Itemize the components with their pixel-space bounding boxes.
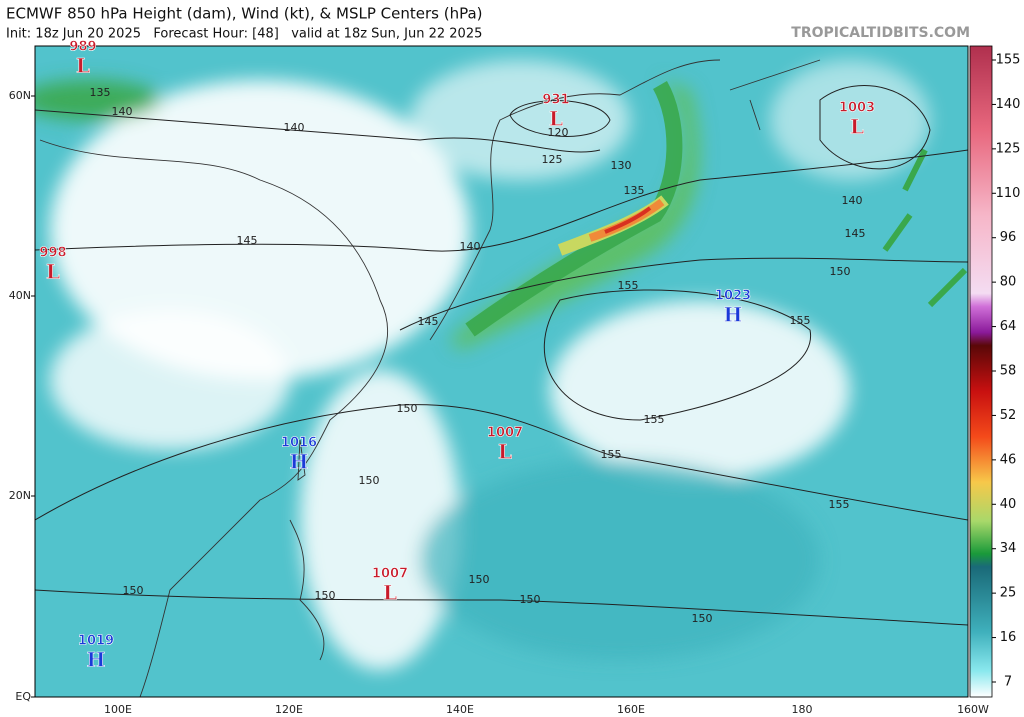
map — [35, 46, 968, 697]
title: ECMWF 850 hPa Height (dam), Wind (kt), &… — [6, 5, 483, 23]
center-value: 931 — [542, 93, 569, 108]
colorbar-label: 58 — [1000, 364, 1017, 379]
center-value: 1007 — [487, 426, 523, 441]
lon-label: 120E — [275, 703, 303, 716]
contour-label: 140 — [460, 240, 481, 253]
colorbar-label: 125 — [996, 141, 1021, 156]
colorbar-label: 155 — [996, 53, 1021, 68]
contour-label: 145 — [845, 227, 866, 240]
contour-label: 130 — [611, 159, 632, 172]
colorbar-label: 40 — [1000, 497, 1017, 512]
colorbar-label: 46 — [1000, 452, 1017, 467]
contour-label: 155 — [618, 279, 639, 292]
contour-label: 140 — [284, 121, 305, 134]
center-type: L — [46, 260, 60, 284]
center-value: 998 — [39, 246, 66, 261]
contour-label: 150 — [397, 402, 418, 415]
lat-label: 40N — [9, 289, 31, 302]
center-type: H — [724, 303, 743, 327]
colorbar-label: 140 — [996, 97, 1021, 112]
subtitle: Init: 18z Jun 20 2025 Forecast Hour: [48… — [6, 27, 482, 42]
lon-label: 100E — [104, 703, 132, 716]
contour-label: 150 — [123, 584, 144, 597]
colorbar — [969, 45, 993, 698]
wind-streak — [882, 148, 968, 308]
center-type: L — [76, 54, 90, 78]
center-type: L — [383, 581, 397, 605]
contour-label: 120 — [548, 126, 569, 139]
lon-label: 160E — [617, 703, 645, 716]
colorbar-label: 96 — [1000, 230, 1017, 245]
center-type: H — [87, 648, 106, 672]
lat-label: 20N — [9, 489, 31, 502]
center-type: L — [850, 115, 864, 139]
center-value: 989 — [69, 40, 96, 55]
lat-label: EQ — [15, 690, 31, 703]
lon-label: 160W — [957, 703, 989, 716]
contour-label: 150 — [359, 474, 380, 487]
center-value: 1016 — [281, 436, 317, 451]
contour-label: 150 — [469, 573, 490, 586]
contour-label: 145 — [237, 234, 258, 247]
lon-label: 140E — [446, 703, 474, 716]
center-value: 1007 — [372, 567, 408, 582]
contour-label: 150 — [692, 612, 713, 625]
contour-label: 140 — [112, 105, 133, 118]
coastlines — [39, 59, 821, 697]
contour-label: 150 — [830, 265, 851, 278]
colorbar-label: 80 — [1000, 275, 1017, 290]
colorbar-label: 64 — [1000, 319, 1017, 334]
lon-label: 180 — [792, 703, 813, 716]
contour-label: 135 — [90, 86, 111, 99]
contour-label: 155 — [601, 448, 622, 461]
center-value: 1003 — [839, 101, 875, 116]
contour-label: 155 — [790, 314, 811, 327]
center-value: 1023 — [715, 289, 751, 304]
center-type: L — [498, 440, 512, 464]
colorbar-label: 110 — [996, 186, 1021, 201]
contour-label: 150 — [315, 589, 336, 602]
brand: TROPICALTIDBITS.COM — [791, 25, 970, 41]
contour-label: 125 — [542, 153, 563, 166]
center-type: L — [549, 107, 563, 131]
contour-label: 150 — [520, 593, 541, 606]
contour-label: 155 — [829, 498, 850, 511]
map-frame — [34, 45, 969, 698]
lat-label: 60N — [9, 89, 31, 102]
colorbar-label: 16 — [1000, 630, 1017, 645]
center-value: 1019 — [78, 634, 114, 649]
contour-label: 140 — [842, 194, 863, 207]
colorbar-label: 52 — [1000, 408, 1017, 423]
contour-label: 145 — [418, 315, 439, 328]
colorbar-label: 34 — [1000, 541, 1017, 556]
contour-label: 135 — [624, 184, 645, 197]
contour-label: 155 — [644, 413, 665, 426]
colorbar-label: 25 — [1000, 586, 1017, 601]
height-contours — [35, 85, 968, 626]
center-type: H — [290, 450, 309, 474]
colorbar-label: 7 — [1004, 675, 1012, 690]
